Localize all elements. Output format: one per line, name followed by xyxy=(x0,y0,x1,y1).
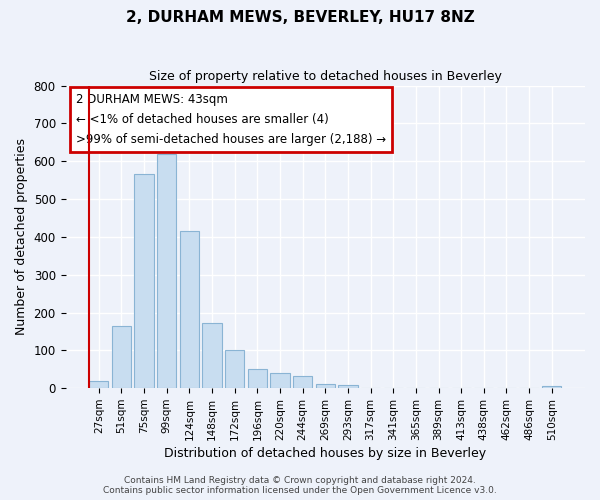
Bar xyxy=(157,154,176,388)
Text: Contains HM Land Registry data © Crown copyright and database right 2024.
Contai: Contains HM Land Registry data © Crown c… xyxy=(103,476,497,495)
Bar xyxy=(89,382,109,388)
Bar xyxy=(202,323,221,388)
Bar xyxy=(542,386,562,388)
Bar xyxy=(271,373,290,388)
Bar xyxy=(180,231,199,388)
Bar xyxy=(293,376,312,388)
Y-axis label: Number of detached properties: Number of detached properties xyxy=(15,138,28,336)
Text: 2 DURHAM MEWS: 43sqm
← <1% of detached houses are smaller (4)
>99% of semi-detac: 2 DURHAM MEWS: 43sqm ← <1% of detached h… xyxy=(76,93,386,146)
Bar xyxy=(316,384,335,388)
Bar xyxy=(248,370,267,388)
Bar xyxy=(134,174,154,388)
Title: Size of property relative to detached houses in Beverley: Size of property relative to detached ho… xyxy=(149,70,502,83)
Bar xyxy=(338,385,358,388)
X-axis label: Distribution of detached houses by size in Beverley: Distribution of detached houses by size … xyxy=(164,447,487,460)
Bar xyxy=(112,326,131,388)
Bar xyxy=(225,350,244,388)
Text: 2, DURHAM MEWS, BEVERLEY, HU17 8NZ: 2, DURHAM MEWS, BEVERLEY, HU17 8NZ xyxy=(125,10,475,25)
